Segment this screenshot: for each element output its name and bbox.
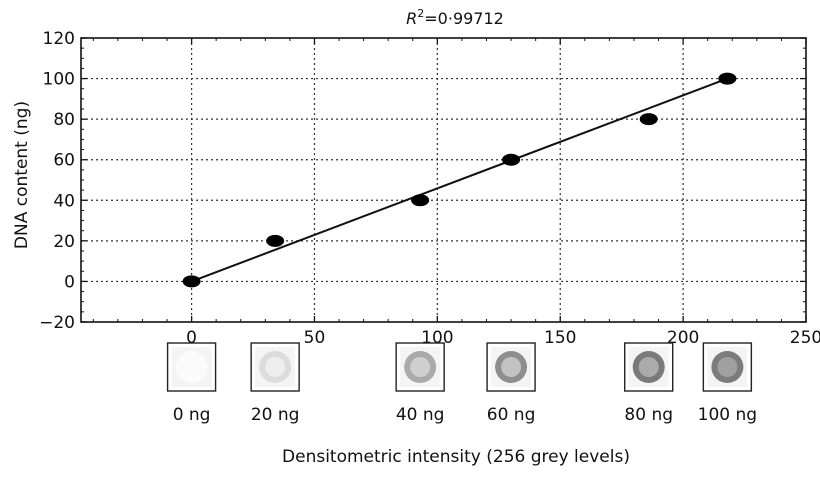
- r-squared-annotation: R2=0·99712: [406, 7, 504, 28]
- swatch-label: 80 ng: [624, 405, 673, 425]
- sample-swatch: 0 ng: [168, 343, 216, 425]
- y-tick-label: −20: [39, 313, 75, 333]
- y-axis-title: DNA content (ng): [12, 101, 32, 249]
- blot-spot: [182, 357, 202, 377]
- y-tick-label: 20: [53, 232, 75, 252]
- sample-swatch: 40 ng: [396, 343, 445, 425]
- data-point: [718, 73, 736, 85]
- data-point: [411, 194, 429, 206]
- x-tick-label: 150: [544, 328, 576, 348]
- x-axis-title: Densitometric intensity (256 grey levels…: [282, 447, 630, 467]
- sample-swatch: 80 ng: [624, 343, 673, 425]
- swatch-label: 0 ng: [173, 405, 211, 425]
- r2-exponent: 2: [417, 7, 424, 20]
- fit-line-layer: [192, 79, 728, 282]
- data-point: [266, 235, 284, 247]
- blot-spot: [410, 357, 430, 377]
- sample-swatches: 0 ng 20 ng 40 ng 60 ng 80 ng 100 ng: [168, 343, 757, 425]
- fit-line: [192, 79, 728, 282]
- data-point: [183, 275, 201, 287]
- blot-spot: [717, 357, 737, 377]
- blot-spot: [265, 357, 285, 377]
- y-tick-label: 80: [53, 110, 75, 130]
- r2-symbol: R: [406, 9, 417, 28]
- x-tick-label: 50: [304, 328, 326, 348]
- y-tick-label: 120: [43, 29, 75, 49]
- blot-spot: [639, 357, 659, 377]
- sample-swatch: 60 ng: [487, 343, 536, 425]
- swatch-label: 40 ng: [396, 405, 445, 425]
- sample-swatch: 100 ng: [698, 343, 757, 425]
- swatch-label: 100 ng: [698, 405, 757, 425]
- sample-swatch: 20 ng: [251, 343, 300, 425]
- y-tick-label: 0: [64, 272, 75, 292]
- data-point: [640, 113, 658, 125]
- swatch-label: 20 ng: [251, 405, 300, 425]
- y-tick-label: 100: [43, 70, 75, 90]
- data-point: [502, 154, 520, 166]
- y-tick-label: 60: [53, 151, 75, 171]
- blot-spot: [501, 357, 521, 377]
- y-tick-label: 40: [53, 191, 75, 211]
- r2-value: =0·99712: [424, 9, 504, 28]
- swatch-label: 60 ng: [487, 405, 536, 425]
- x-tick-label: 250: [790, 328, 820, 348]
